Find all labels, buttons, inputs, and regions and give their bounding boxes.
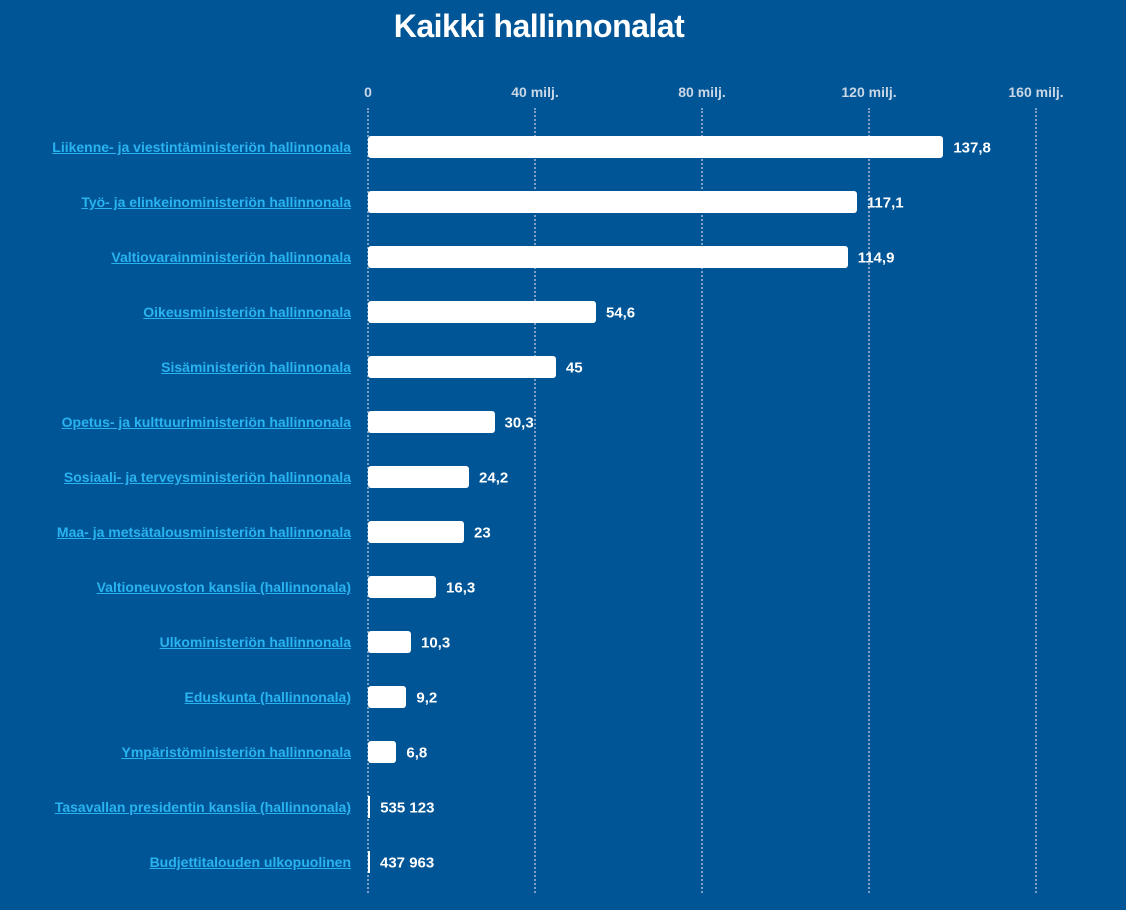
bar — [368, 851, 370, 873]
data-label: 437 963 — [380, 854, 435, 872]
bar — [368, 191, 857, 213]
gridline — [868, 108, 870, 893]
x-tick-label: 0 — [364, 84, 372, 100]
data-label: 114,9 — [857, 249, 895, 267]
category-link[interactable]: Ympäristöministeriön hallinnonala — [121, 744, 351, 760]
data-label: 6,8 — [406, 744, 428, 762]
category-link[interactable]: Työ- ja elinkeinoministeriön hallinnonal… — [81, 194, 351, 210]
category-link[interactable]: Ulkoministeriön hallinnonala — [159, 634, 351, 650]
category-link[interactable]: Budjettitalouden ulkopuolinen — [149, 854, 351, 870]
bar — [368, 246, 848, 268]
data-label: 117,1 — [866, 194, 904, 212]
bar — [368, 356, 556, 378]
bar — [368, 521, 465, 543]
category-link[interactable]: Eduskunta (hallinnonala) — [184, 689, 351, 705]
data-label: 9,2 — [416, 689, 438, 707]
category-link[interactable]: Oikeusministeriön hallinnonala — [143, 304, 351, 320]
x-tick-label: 160 milj. — [1008, 84, 1064, 100]
category-link[interactable]: Valtioneuvoston kanslia (hallinnonala) — [96, 579, 351, 595]
data-label: 23 — [474, 524, 491, 542]
data-label: 16,3 — [446, 579, 476, 597]
bar — [368, 301, 596, 323]
category-link[interactable]: Sisäministeriön hallinnonala — [161, 359, 351, 375]
gridline — [534, 108, 536, 893]
category-link[interactable]: Sosiaali- ja terveysministeriön hallinno… — [63, 469, 351, 485]
bar — [368, 686, 407, 708]
data-label: 24,2 — [479, 469, 509, 487]
gridline — [367, 108, 369, 893]
data-label: 10,3 — [421, 634, 451, 652]
bar — [368, 576, 437, 598]
data-label: 535 123 — [380, 799, 435, 817]
x-tick-label: 120 milj. — [841, 84, 897, 100]
bar — [368, 631, 411, 653]
bar — [368, 741, 397, 763]
bar — [368, 136, 944, 158]
data-label: 30,3 — [504, 414, 534, 432]
bar — [368, 466, 470, 488]
data-label: 137,8 — [953, 139, 991, 157]
category-link[interactable]: Valtiovarainministeriön hallinnonala — [111, 249, 351, 265]
data-label: 45 — [565, 359, 583, 377]
category-link[interactable]: Opetus- ja kulttuuriministeriön hallinno… — [61, 414, 351, 430]
chart-title: Kaikki hallinnonalat — [393, 8, 685, 44]
category-link[interactable]: Liikenne- ja viestintäministeriön hallin… — [52, 139, 351, 155]
bar — [368, 796, 371, 818]
category-link[interactable]: Maa- ja metsätalousministeriön hallinnon… — [56, 524, 351, 540]
x-tick-label: 80 milj. — [678, 84, 726, 100]
gridline — [1035, 108, 1037, 893]
bar — [368, 411, 495, 433]
x-tick-label: 40 milj. — [511, 84, 559, 100]
category-link[interactable]: Tasavallan presidentin kanslia (hallinno… — [54, 799, 351, 815]
data-label: 54,6 — [605, 304, 636, 322]
gridline — [701, 108, 703, 893]
